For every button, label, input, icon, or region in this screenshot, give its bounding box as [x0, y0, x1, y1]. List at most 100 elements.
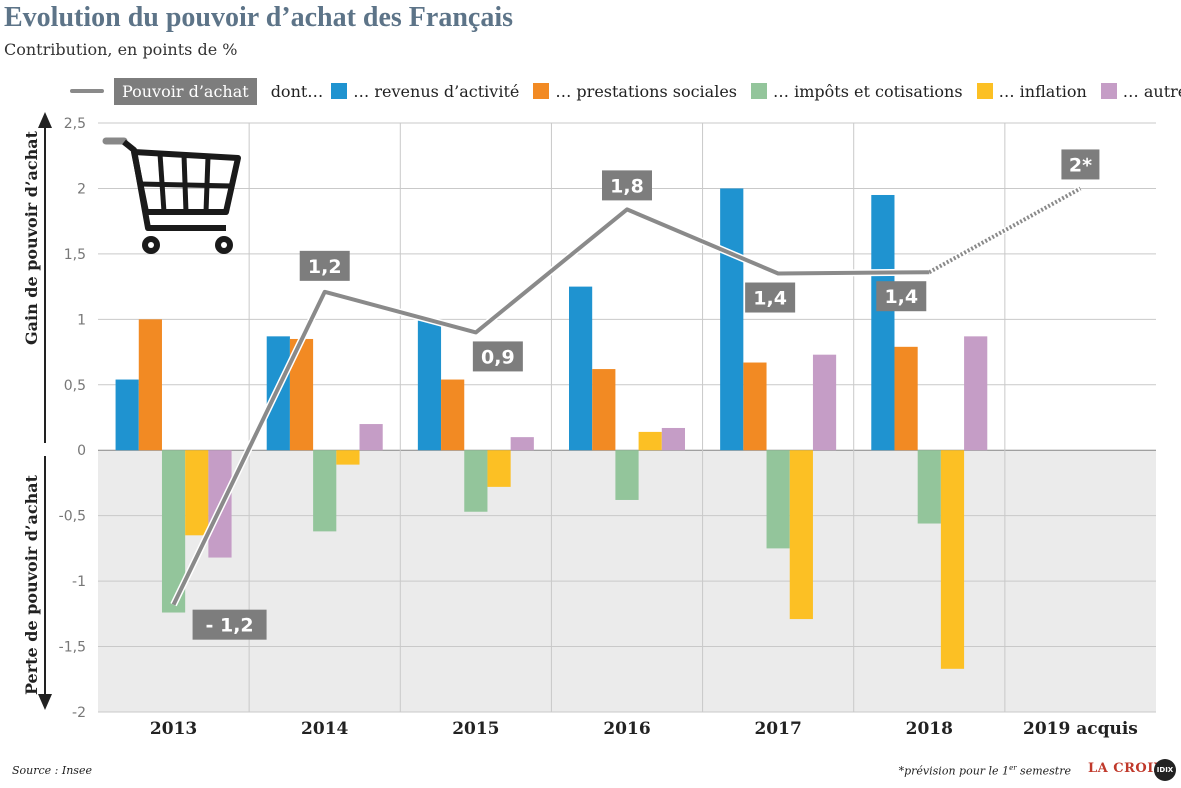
callout: 1,4 — [745, 282, 796, 313]
callout-label: 0,9 — [481, 346, 515, 368]
legend-label-prestations: … prestations sociales — [555, 81, 738, 101]
callout: 0,9 — [472, 341, 523, 372]
legend: Pouvoir d’achat dont… … revenus d’activi… — [70, 76, 1181, 106]
legend-item-inflation: … inflation — [976, 82, 1087, 101]
callout-box — [192, 609, 267, 640]
bar — [743, 362, 767, 451]
callout-box — [602, 170, 652, 201]
bar — [417, 320, 442, 451]
callout: - 1,2 — [192, 609, 267, 640]
callout-label: 1,4 — [884, 286, 918, 308]
forecast-note-prefix: *prévision pour le 1 — [898, 764, 1010, 778]
x-tick-labels: 2013 2014 2015 2016 2017 2018 2019 acquis — [150, 719, 1138, 739]
callout-box — [299, 250, 350, 281]
y-tick-label: 2,5 — [64, 116, 86, 132]
x-tick-label: 2017 — [754, 719, 801, 739]
callout-label: 1,2 — [308, 256, 342, 278]
y-tick-label: 0 — [77, 443, 86, 459]
brand-logo: LA CROIX — [1088, 761, 1165, 776]
bar — [940, 450, 965, 669]
bars — [115, 188, 988, 669]
callout-label: - 1,2 — [205, 615, 253, 637]
legend-item-prestations: … prestations sociales — [533, 82, 737, 101]
callout-label: 1,8 — [610, 175, 644, 197]
y-tick-label: -1 — [72, 574, 86, 590]
line-dotted — [928, 186, 1082, 274]
cart-icon — [102, 137, 241, 254]
bar — [812, 354, 837, 451]
legend-swatch-autres — [1100, 83, 1117, 99]
y-tick-labels: 2,5 2 1,5 1 0,5 0 -0,5 -1 -1,5 -2 — [59, 116, 86, 721]
bar — [115, 379, 139, 451]
y-axis-arrow-up-head — [38, 112, 52, 128]
bar — [336, 450, 360, 465]
bar — [638, 431, 662, 451]
legend-line-swatch — [70, 89, 104, 93]
bar — [161, 450, 186, 613]
x-tick-label: 2016 — [603, 719, 650, 739]
forecast-note-suffix: semestre — [1016, 764, 1071, 778]
y-tick-label: 1,5 — [64, 247, 86, 263]
y-tick-label: -0,5 — [59, 509, 86, 525]
chart-title: Evolution du pouvoir d’achat des Françai… — [4, 2, 514, 33]
purchasing-power-line — [170, 185, 1082, 607]
legend-label-autres: … autres — [1122, 81, 1181, 101]
bar — [789, 450, 813, 620]
callout-label: 1,4 — [753, 288, 787, 310]
bar — [917, 450, 941, 524]
bar — [720, 188, 744, 451]
legend-swatch-inflation — [976, 83, 993, 99]
callout: 2* — [1061, 149, 1100, 180]
chart-subtitle: Contribution, en points de % — [4, 40, 238, 59]
brand-badge: IDIX — [1154, 759, 1176, 781]
legend-swatch-prestations — [533, 83, 550, 99]
y-axis-arrows — [38, 112, 52, 710]
callout-label: 2* — [1069, 154, 1092, 176]
x-tick-label: 2019 acquis — [1023, 719, 1138, 739]
legend-dont: dont… — [270, 81, 324, 101]
bar — [464, 450, 488, 512]
bar — [487, 450, 511, 487]
legend-label-revenus: … revenus d’activité — [353, 81, 520, 101]
y-tick-label: -2 — [72, 705, 86, 721]
bar — [871, 194, 895, 451]
legend-swatch-revenus — [331, 83, 348, 99]
forecast-note-sup: er — [1009, 764, 1017, 772]
y-axis-label-negative: Perte de pouvoir d’achat — [22, 474, 41, 695]
y-axis-label-positive: Gain de pouvoir d’achat — [22, 130, 41, 345]
x-tick-label: 2015 — [452, 719, 499, 739]
bar — [185, 450, 209, 536]
callout: 1,8 — [602, 170, 652, 201]
x-tick-label: 2018 — [906, 719, 953, 739]
legend-item-revenus: … revenus d’activité — [331, 82, 519, 101]
source-note: Source : Insee — [12, 764, 92, 777]
bar — [615, 450, 639, 500]
line-solid — [171, 207, 930, 606]
callout: 1,2 — [299, 250, 350, 281]
bar — [313, 450, 337, 532]
legend-item-autres: … autres — [1100, 81, 1181, 101]
y-tick-label: 2 — [77, 181, 86, 197]
legend-line-label: Pouvoir d’achat — [114, 77, 257, 105]
bar — [592, 369, 616, 451]
bar — [441, 379, 465, 451]
legend-label-impots: … impôts et cotisations — [773, 81, 963, 101]
bar — [766, 450, 790, 549]
bar — [359, 424, 383, 451]
line-value-callouts: - 1,2 1,2 0,9 1,8 1,4 1,4 2* — [192, 149, 1100, 640]
legend-swatch-impots — [751, 83, 768, 99]
callout-box — [876, 281, 927, 312]
bar — [964, 336, 988, 451]
y-tick-label: -1,5 — [59, 640, 86, 656]
callout-box — [745, 282, 796, 313]
x-tick-label: 2014 — [301, 719, 348, 739]
y-tick-label: 1 — [77, 312, 86, 328]
bar — [138, 319, 162, 451]
bar — [510, 437, 534, 451]
bar — [569, 286, 593, 451]
callout-box — [1061, 149, 1100, 180]
y-tick-label: 0,5 — [64, 378, 86, 394]
callout-box — [472, 341, 523, 372]
y-axis-arrow-down-head — [38, 694, 52, 710]
